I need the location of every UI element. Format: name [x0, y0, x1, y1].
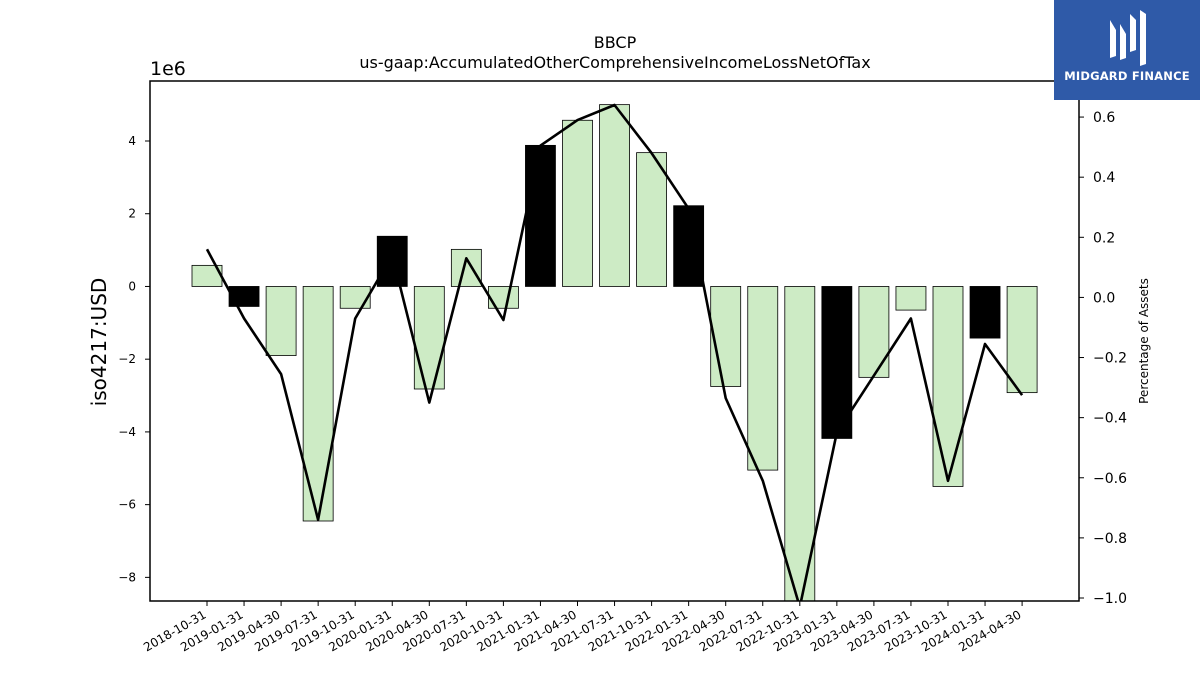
- y2-tick-label: −1.0: [1093, 591, 1127, 607]
- bar: [636, 152, 667, 287]
- bar: [525, 144, 556, 287]
- bar: [599, 104, 630, 287]
- y2-tick-label: 0.2: [1093, 230, 1115, 246]
- bar: [710, 286, 742, 387]
- y-axis: −8 −6 −4 −2 0 2 4: [118, 134, 150, 584]
- bar-layer: [191, 104, 1038, 601]
- bar: [376, 235, 408, 287]
- y2-tick-label: 0.4: [1093, 170, 1115, 186]
- bar: [339, 286, 371, 309]
- y2-axis-label: Percentage of Assets: [1137, 278, 1151, 404]
- bar: [228, 286, 260, 307]
- y2-tick-label: 0.0: [1093, 290, 1115, 306]
- y-tick-label: −6: [118, 498, 136, 512]
- y-tick-label: −2: [118, 352, 136, 366]
- y2-tick-label: −0.4: [1093, 411, 1127, 427]
- bar: [302, 286, 334, 522]
- y2-tick-label: 0.6: [1093, 110, 1115, 126]
- y-tick-label: 4: [128, 134, 136, 148]
- y-tick-label: 2: [128, 207, 136, 221]
- bar: [784, 286, 816, 601]
- bar: [858, 286, 890, 378]
- chart-title: BBCP: [594, 33, 637, 52]
- bar: [747, 286, 779, 471]
- y2-axis: −1.0 −0.8 −0.6 −0.4 −0.2 0.0 0.2 0.4 0.6: [1079, 110, 1127, 607]
- y-tick-label: −8: [118, 570, 136, 584]
- bar: [562, 119, 593, 287]
- bar: [413, 286, 445, 390]
- y2-tick-label: −0.8: [1093, 531, 1127, 547]
- x-axis: 2018-10-312019-01-312019-04-302019-07-31…: [141, 601, 1024, 654]
- bar: [895, 286, 927, 311]
- chart-subtitle: us-gaap:AccumulatedOtherComprehensiveInc…: [359, 53, 870, 72]
- midgard-finance-logo: MIDGARD FINANCE: [1054, 0, 1200, 100]
- bar: [932, 286, 964, 487]
- y2-tick-label: −0.2: [1093, 351, 1127, 367]
- y-tick-label: −4: [118, 425, 136, 439]
- bar: [821, 286, 853, 439]
- logo-mark-icon: [1110, 10, 1146, 66]
- y2-tick-label: −0.6: [1093, 471, 1127, 487]
- bar: [673, 205, 705, 287]
- bar: [1006, 286, 1038, 394]
- y-axis-label: iso4217:USD: [87, 278, 111, 407]
- y-axis-offset-label: 1e6: [150, 58, 186, 80]
- series-line: [205, 103, 1024, 601]
- line-layer: [205, 103, 1024, 601]
- logo-text: MIDGARD FINANCE: [1064, 69, 1190, 83]
- bar: [969, 286, 1001, 339]
- y-tick-label: 0: [128, 279, 136, 293]
- bar: [265, 286, 297, 356]
- bar: [450, 248, 482, 287]
